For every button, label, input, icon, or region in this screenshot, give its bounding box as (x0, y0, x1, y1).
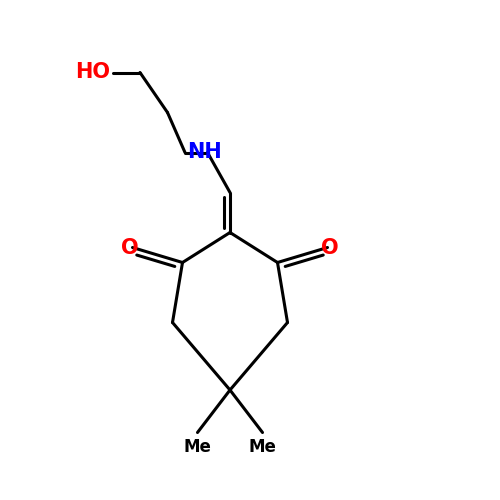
Text: HO: HO (75, 62, 110, 82)
Text: Me: Me (248, 438, 276, 456)
Text: O: O (321, 238, 339, 258)
Text: Me: Me (184, 438, 212, 456)
Text: O: O (121, 238, 139, 258)
Text: NH: NH (188, 142, 222, 163)
